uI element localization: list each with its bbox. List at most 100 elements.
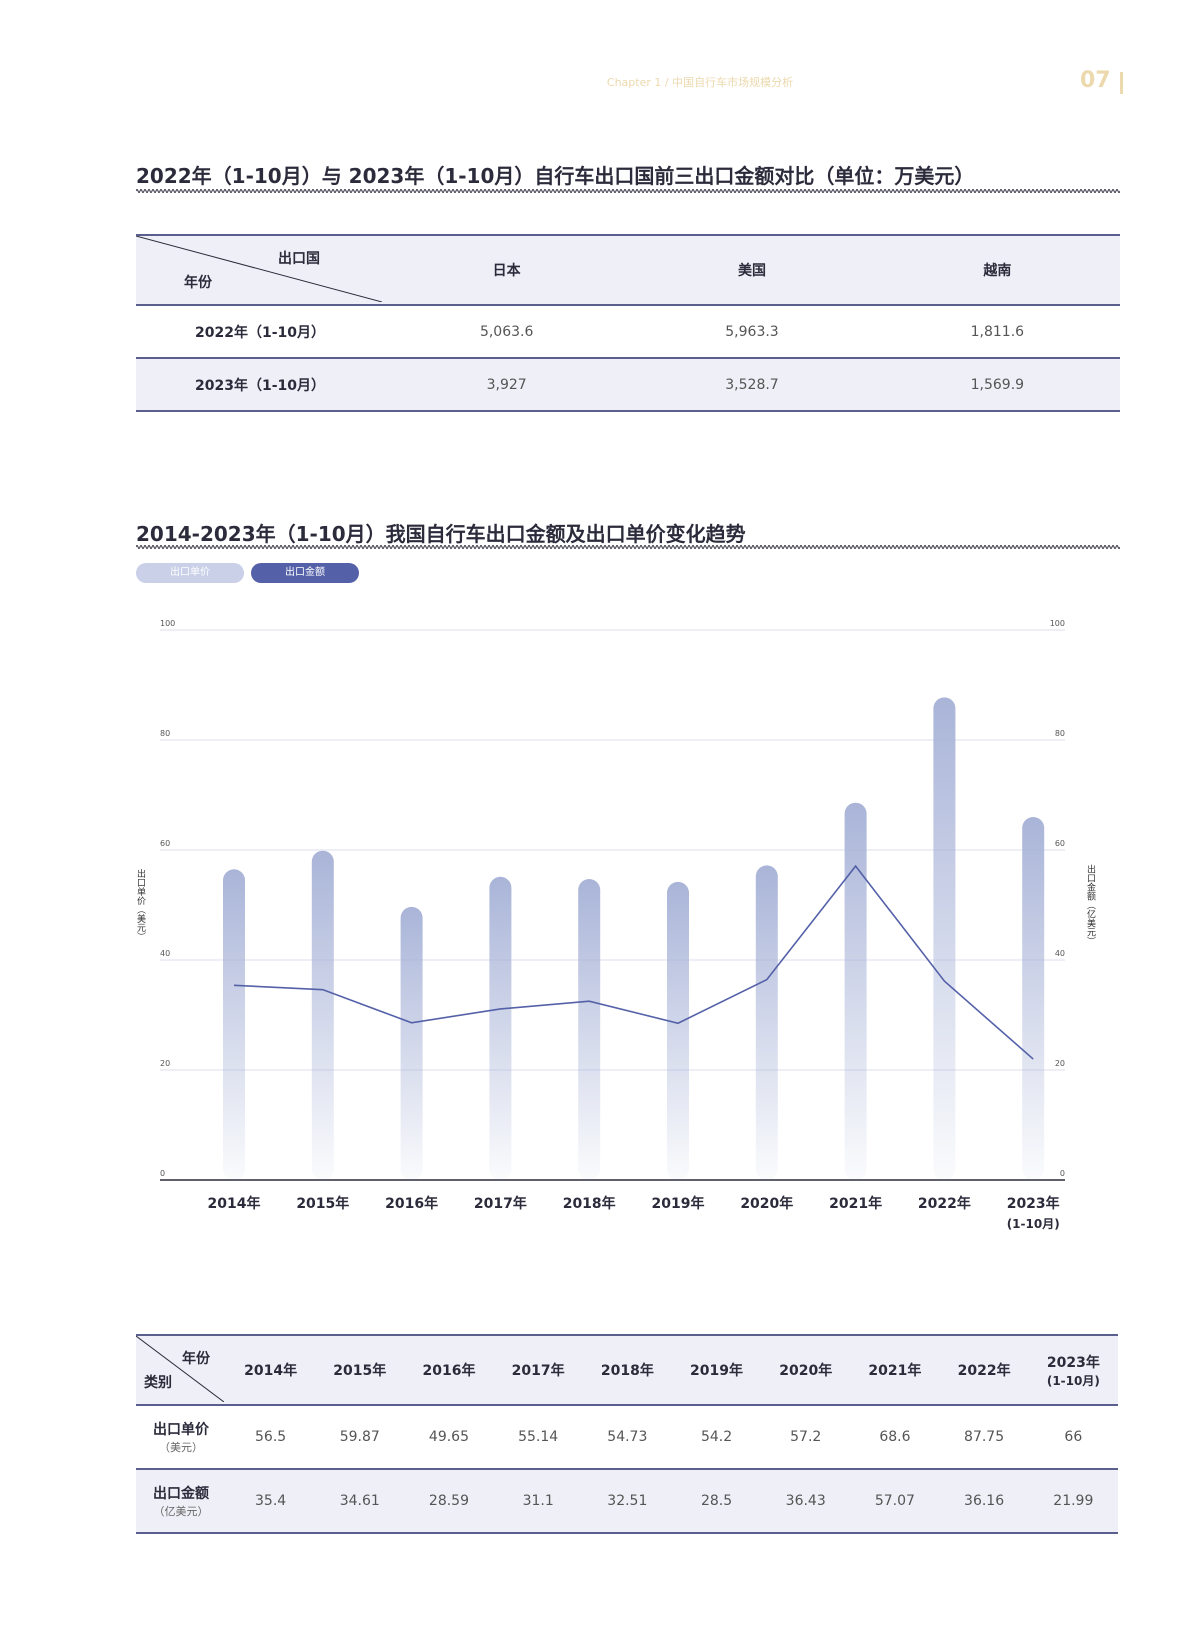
row-label-price: 出口单价 （美元） bbox=[136, 1405, 226, 1470]
column-header-year-label: 2023年 bbox=[1046, 1354, 1100, 1371]
column-header-year: 2014年 bbox=[226, 1334, 316, 1406]
table2-header-row: 年份 类别 2014年 2015年 2016年 2017年 2018年 2019… bbox=[136, 1334, 1118, 1406]
corner-label-year: 年份 bbox=[182, 1351, 210, 1367]
x-tick-sublabel: (1-10月) bbox=[1007, 1217, 1060, 1231]
table1-title: 2022年（1-10月）与 2023年（1-10月）自行车出口国前三出口金额对比… bbox=[136, 164, 975, 188]
row-label-2023: 2023年（1-10月） bbox=[136, 358, 384, 412]
table-cell: 3,528.7 bbox=[629, 358, 875, 412]
chart-title: 2014-2023年（1-10月）我国自行车出口金额及出口单价变化趋势 bbox=[136, 522, 746, 546]
export-trend-chart: 0 0 20 20 40 40 60 60 80 80 100 100 出口单价（美元） 出口金额（亿美元… bbox=[135, 620, 1096, 1231]
table-cell: 59.87 bbox=[315, 1405, 405, 1470]
series-line-amount bbox=[233, 864, 1034, 1060]
table-cell: 5,963.3 bbox=[629, 305, 875, 359]
page-number: 07 bbox=[1080, 68, 1111, 93]
bar bbox=[755, 865, 778, 1180]
x-tick-label: 2023年 bbox=[1007, 1195, 1060, 1212]
yearly-data-table: 年份 类别 2014年 2015年 2016年 2017年 2018年 2019… bbox=[136, 1334, 1118, 1534]
x-tick-label: 2019年 bbox=[652, 1195, 705, 1212]
y-axis-label: 出口单价（美元） bbox=[135, 868, 146, 941]
row-label-main: 出口金额 bbox=[153, 1486, 209, 1502]
column-header-year: 2022年 bbox=[939, 1334, 1029, 1406]
x-tick-label: 2015年 bbox=[296, 1195, 349, 1212]
x-tick-label: 2016年 bbox=[385, 1195, 438, 1212]
table-cell: 57.2 bbox=[761, 1405, 851, 1470]
table-cell: 54.73 bbox=[582, 1405, 672, 1470]
column-header-year: 2019年 bbox=[671, 1334, 762, 1406]
bar bbox=[1022, 817, 1045, 1180]
table-cell: 36.16 bbox=[939, 1469, 1029, 1534]
x-tick-label: 2020年 bbox=[740, 1195, 793, 1212]
y-tick-label-right: 40 bbox=[1055, 949, 1065, 958]
table-cell: 1,811.6 bbox=[874, 305, 1120, 359]
column-header-usa: 美国 bbox=[629, 234, 875, 306]
chapter-header: Chapter 1 / 中国自行车市场规模分析 bbox=[606, 76, 794, 89]
row-label-main: 出口单价 bbox=[153, 1422, 209, 1438]
table1-corner-cell: 出口国 年份 bbox=[136, 234, 384, 306]
column-header-year: 2020年 bbox=[761, 1334, 851, 1406]
table-cell: 87.75 bbox=[939, 1405, 1029, 1470]
corner-label-category: 类别 bbox=[144, 1375, 172, 1391]
column-header-year-sub: (1-10月) bbox=[1046, 1373, 1100, 1388]
table-cell: 49.65 bbox=[404, 1405, 494, 1470]
table-cell: 28.59 bbox=[404, 1469, 494, 1534]
row-label-amount: 出口金额 （亿美元） bbox=[136, 1469, 226, 1534]
table-cell: 56.5 bbox=[226, 1405, 316, 1470]
table-cell: 1,569.9 bbox=[874, 358, 1120, 412]
y-tick-label-left: 80 bbox=[160, 729, 170, 738]
table-cell: 34.61 bbox=[315, 1469, 405, 1534]
bar bbox=[933, 697, 956, 1180]
column-header-japan: 日本 bbox=[384, 234, 630, 306]
table-row-amount: 出口金额 （亿美元） 35.4 34.61 28.59 31.1 32.51 2… bbox=[136, 1469, 1118, 1534]
table-cell: 66 bbox=[1028, 1405, 1118, 1470]
diagonal-line bbox=[136, 1336, 224, 1402]
y-tick-label-left: 60 bbox=[160, 839, 170, 848]
y-tick-label-right: 0 bbox=[1060, 1169, 1065, 1178]
y-tick-label-left: 40 bbox=[160, 949, 170, 958]
legend-price: 出口单价 bbox=[136, 563, 244, 583]
column-header-year: 2015年 bbox=[315, 1334, 405, 1406]
y-tick-label-left: 20 bbox=[160, 1059, 170, 1068]
x-tick-label: 2021年 bbox=[829, 1195, 882, 1212]
y-tick-label-right: 20 bbox=[1055, 1059, 1065, 1068]
table-row-price: 出口单价 （美元） 56.5 59.87 49.65 55.14 54.73 5… bbox=[136, 1405, 1118, 1470]
row-label-2022: 2022年（1-10月） bbox=[136, 305, 384, 359]
page-number-divider bbox=[1120, 72, 1123, 94]
diagonal-line bbox=[136, 236, 382, 302]
bar bbox=[489, 876, 512, 1180]
table-cell: 32.51 bbox=[582, 1469, 672, 1534]
y-tick-label-left: 100 bbox=[160, 620, 175, 628]
table2-corner-cell: 年份 类别 bbox=[136, 1334, 226, 1406]
y-tick-label-right: 60 bbox=[1055, 839, 1065, 848]
column-header-year-2023: 2023年 (1-10月) bbox=[1028, 1334, 1118, 1406]
table-cell: 54.2 bbox=[671, 1405, 762, 1470]
table-cell: 55.14 bbox=[493, 1405, 583, 1470]
row-label-unit: （美元） bbox=[159, 1441, 203, 1454]
column-header-vietnam: 越南 bbox=[874, 234, 1120, 306]
table-cell: 57.07 bbox=[850, 1469, 940, 1534]
title-underline-1 bbox=[136, 189, 1120, 193]
column-header-year: 2017年 bbox=[493, 1334, 583, 1406]
bar bbox=[223, 869, 245, 1180]
table-cell: 36.43 bbox=[761, 1469, 851, 1534]
table-cell: 35.4 bbox=[226, 1469, 316, 1534]
title-underline-2 bbox=[136, 545, 1120, 549]
table-cell: 28.5 bbox=[671, 1469, 762, 1534]
table-row: 2023年（1-10月） 3,927 3,528.7 1,569.9 bbox=[136, 358, 1120, 412]
table-cell: 5,063.6 bbox=[384, 305, 630, 359]
export-country-table: 出口国 年份 日本 美国 越南 2022年（1-10月） 5,063.6 5,9… bbox=[136, 234, 1120, 412]
x-tick-label: 2014年 bbox=[208, 1195, 261, 1212]
bar bbox=[578, 878, 601, 1180]
y-tick-label-left: 0 bbox=[160, 1169, 165, 1178]
legend-amount: 出口金额 bbox=[251, 563, 359, 583]
y2-axis-label: 出口金额（亿美元） bbox=[1085, 863, 1096, 945]
table-cell: 68.6 bbox=[850, 1405, 940, 1470]
table-cell: 31.1 bbox=[493, 1469, 583, 1534]
y-tick-label-right: 80 bbox=[1055, 729, 1065, 738]
column-header-year: 2021年 bbox=[850, 1334, 940, 1406]
bar bbox=[844, 802, 867, 1180]
table1-header-row: 出口国 年份 日本 美国 越南 bbox=[136, 234, 1120, 306]
table-row: 2022年（1-10月） 5,063.6 5,963.3 1,811.6 bbox=[136, 305, 1120, 359]
y-tick-label-right: 100 bbox=[1050, 620, 1065, 628]
corner-label-year: 年份 bbox=[184, 275, 212, 291]
x-tick-label: 2018年 bbox=[563, 1195, 616, 1212]
